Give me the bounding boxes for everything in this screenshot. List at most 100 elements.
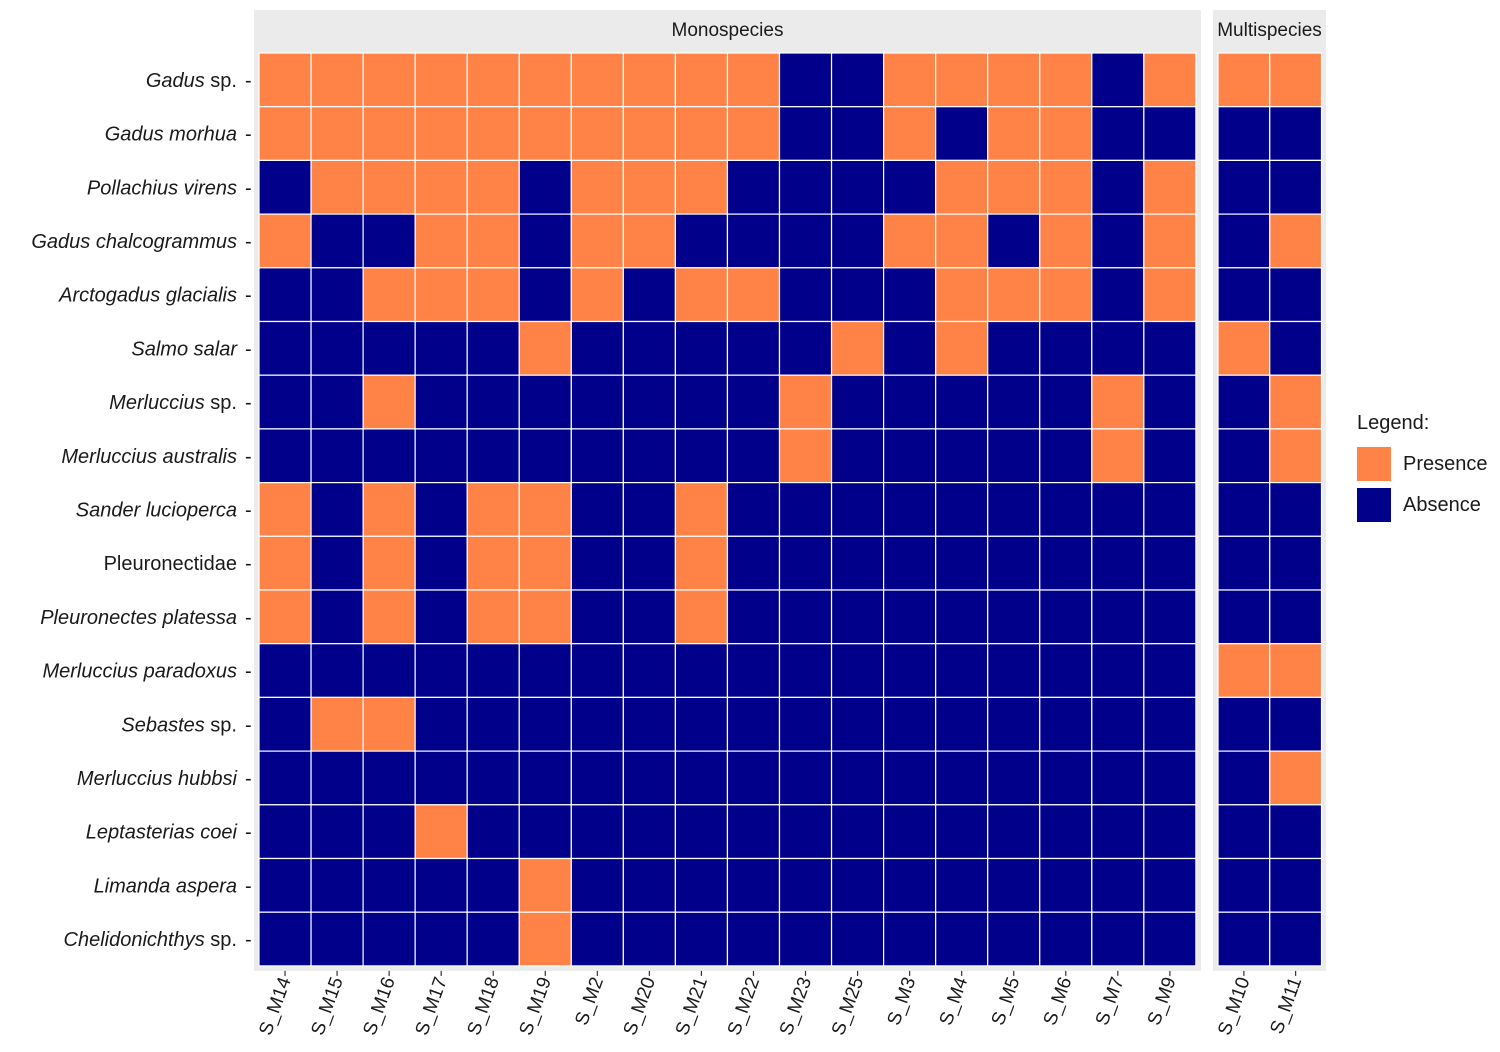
cell-multispecies-sander-lucioperca-s-m11 xyxy=(1269,482,1323,537)
legend: Legend: Presence Absence xyxy=(1357,412,1497,529)
cell-monospecies-gadus-sp-s-m20 xyxy=(622,52,676,108)
cell-monospecies-gadus-sp-s-m2 xyxy=(570,52,624,108)
cell-monospecies-leptasterias-coei-s-m2 xyxy=(570,804,624,860)
cell-monospecies-gadus-morhua-s-m15 xyxy=(310,106,364,161)
cell-monospecies-pleuronectes-platessa-s-m20 xyxy=(622,589,676,645)
cell-monospecies-limanda-aspera-s-m20 xyxy=(622,857,676,913)
y-tick-label-sander-lucioperca: Sander lucioperca xyxy=(76,499,237,521)
cell-monospecies-limanda-aspera-s-m4 xyxy=(935,857,989,913)
cell-monospecies-gadus-sp-s-m25 xyxy=(830,52,885,108)
cell-monospecies-pleuronectidae-s-m19 xyxy=(518,535,572,591)
cell-monospecies-gadus-morhua-s-m23 xyxy=(778,106,833,161)
cell-monospecies-arctogadus-glacialis-s-m4 xyxy=(935,267,989,323)
cell-multispecies-salmo-salar-s-m11 xyxy=(1269,320,1323,376)
cell-monospecies-sander-lucioperca-s-m2 xyxy=(570,482,624,537)
cell-monospecies-gadus-chalcogrammus-s-m22 xyxy=(726,213,781,269)
cell-multispecies-salmo-salar-s-m10 xyxy=(1217,320,1271,376)
cell-monospecies-merluccius-sp-s-m19 xyxy=(518,374,572,430)
cell-monospecies-pleuronectes-platessa-s-m14 xyxy=(258,589,312,645)
cell-monospecies-merluccius-hubbsi-s-m21 xyxy=(674,750,729,806)
x-tick-label-s-m15: S_M15 xyxy=(307,974,347,1038)
cell-monospecies-sebastes-sp-s-m7 xyxy=(1091,696,1145,752)
cell-monospecies-merluccius-hubbsi-s-m20 xyxy=(622,750,676,806)
cell-monospecies-sebastes-sp-s-m3 xyxy=(882,696,937,752)
cell-monospecies-arctogadus-glacialis-s-m9 xyxy=(1143,267,1197,323)
cell-monospecies-arctogadus-glacialis-s-m22 xyxy=(726,267,781,323)
cell-monospecies-chelidonichthys-sp-s-m16 xyxy=(362,911,416,967)
cell-monospecies-chelidonichthys-sp-s-m19 xyxy=(518,911,572,967)
cell-monospecies-arctogadus-glacialis-s-m14 xyxy=(258,267,312,323)
cell-multispecies-sebastes-sp-s-m10 xyxy=(1217,696,1271,752)
x-tick-label-s-m17: S_M17 xyxy=(412,974,452,1038)
cell-monospecies-gadus-sp-s-m7 xyxy=(1091,52,1145,108)
cell-monospecies-gadus-sp-s-m23 xyxy=(778,52,833,108)
cell-monospecies-salmo-salar-s-m3 xyxy=(882,320,937,376)
cell-monospecies-merluccius-paradoxus-s-m22 xyxy=(726,643,781,699)
cell-monospecies-gadus-morhua-s-m20 xyxy=(622,106,676,161)
cell-monospecies-merluccius-paradoxus-s-m21 xyxy=(674,643,729,699)
x-tick-label-s-m9: S_M9 xyxy=(1144,974,1181,1028)
cell-monospecies-pleuronectidae-s-m25 xyxy=(830,535,885,591)
cell-monospecies-merluccius-hubbsi-s-m14 xyxy=(258,750,312,806)
cell-monospecies-merluccius-paradoxus-s-m2 xyxy=(570,643,624,699)
cell-monospecies-pollachius-virens-s-m14 xyxy=(258,159,312,215)
legend-label-absence: Absence xyxy=(1403,493,1481,516)
cell-monospecies-leptasterias-coei-s-m6 xyxy=(1039,804,1093,860)
cell-monospecies-pleuronectidae-s-m23 xyxy=(778,535,833,591)
cell-monospecies-sebastes-sp-s-m4 xyxy=(935,696,989,752)
cell-monospecies-salmo-salar-s-m21 xyxy=(674,320,729,376)
cell-monospecies-merluccius-sp-s-m7 xyxy=(1091,374,1145,430)
cell-monospecies-arctogadus-glacialis-s-m6 xyxy=(1039,267,1093,323)
cell-monospecies-gadus-chalcogrammus-s-m4 xyxy=(935,213,989,269)
y-tick-label-gadus-chalcogrammus: Gadus chalcogrammus xyxy=(31,231,237,253)
cell-monospecies-merluccius-paradoxus-s-m19 xyxy=(518,643,572,699)
cell-monospecies-sebastes-sp-s-m20 xyxy=(622,696,676,752)
cell-monospecies-limanda-aspera-s-m6 xyxy=(1039,857,1093,913)
cell-monospecies-sander-lucioperca-s-m6 xyxy=(1039,482,1093,537)
cell-monospecies-pleuronectidae-s-m17 xyxy=(414,535,468,591)
cell-monospecies-merluccius-hubbsi-s-m3 xyxy=(882,750,937,806)
cell-monospecies-arctogadus-glacialis-s-m17 xyxy=(414,267,468,323)
cell-multispecies-leptasterias-coei-s-m10 xyxy=(1217,804,1271,860)
cell-monospecies-gadus-chalcogrammus-s-m6 xyxy=(1039,213,1093,269)
cell-monospecies-salmo-salar-s-m16 xyxy=(362,320,416,376)
cell-monospecies-leptasterias-coei-s-m9 xyxy=(1143,804,1197,860)
cell-monospecies-merluccius-hubbsi-s-m4 xyxy=(935,750,989,806)
cell-monospecies-gadus-sp-s-m22 xyxy=(726,52,781,108)
cell-monospecies-merluccius-hubbsi-s-m9 xyxy=(1143,750,1197,806)
cell-monospecies-merluccius-sp-s-m3 xyxy=(882,374,937,430)
cell-monospecies-leptasterias-coei-s-m18 xyxy=(466,804,520,860)
y-tick-label-merluccius-sp: Merluccius sp. xyxy=(109,392,237,414)
cell-monospecies-merluccius-australis-s-m19 xyxy=(518,428,572,484)
cell-monospecies-chelidonichthys-sp-s-m3 xyxy=(882,911,937,967)
cell-monospecies-merluccius-hubbsi-s-m7 xyxy=(1091,750,1145,806)
cell-monospecies-merluccius-australis-s-m16 xyxy=(362,428,416,484)
cell-monospecies-pleuronectidae-s-m9 xyxy=(1143,535,1197,591)
cell-monospecies-gadus-chalcogrammus-s-m15 xyxy=(310,213,364,269)
cell-monospecies-merluccius-hubbsi-s-m6 xyxy=(1039,750,1093,806)
cell-monospecies-salmo-salar-s-m2 xyxy=(570,320,624,376)
cell-monospecies-sander-lucioperca-s-m20 xyxy=(622,482,676,537)
cell-monospecies-pleuronectes-platessa-s-m4 xyxy=(935,589,989,645)
cell-monospecies-sander-lucioperca-s-m25 xyxy=(830,482,885,537)
x-tick-label-s-m22: S_M22 xyxy=(724,974,764,1038)
cell-monospecies-merluccius-australis-s-m22 xyxy=(726,428,781,484)
cell-monospecies-pleuronectidae-s-m3 xyxy=(882,535,937,591)
cell-monospecies-merluccius-australis-s-m18 xyxy=(466,428,520,484)
cell-monospecies-merluccius-sp-s-m15 xyxy=(310,374,364,430)
cell-monospecies-pollachius-virens-s-m6 xyxy=(1039,159,1093,215)
cell-monospecies-pollachius-virens-s-m20 xyxy=(622,159,676,215)
cell-multispecies-gadus-chalcogrammus-s-m10 xyxy=(1217,213,1271,269)
cell-monospecies-chelidonichthys-sp-s-m9 xyxy=(1143,911,1197,967)
y-tick-mark-salmo-salar: - xyxy=(245,338,252,360)
cell-monospecies-limanda-aspera-s-m19 xyxy=(518,857,572,913)
cell-monospecies-pollachius-virens-s-m16 xyxy=(362,159,416,215)
cell-monospecies-merluccius-australis-s-m25 xyxy=(830,428,885,484)
cell-monospecies-pollachius-virens-s-m7 xyxy=(1091,159,1145,215)
cell-monospecies-gadus-sp-s-m18 xyxy=(466,52,520,108)
cell-monospecies-pleuronectidae-s-m6 xyxy=(1039,535,1093,591)
cell-monospecies-pleuronectes-platessa-s-m23 xyxy=(778,589,833,645)
cell-monospecies-merluccius-hubbsi-s-m2 xyxy=(570,750,624,806)
y-tick-mark-merluccius-sp: - xyxy=(245,392,252,414)
x-tick-label-s-m18: S_M18 xyxy=(464,974,504,1038)
